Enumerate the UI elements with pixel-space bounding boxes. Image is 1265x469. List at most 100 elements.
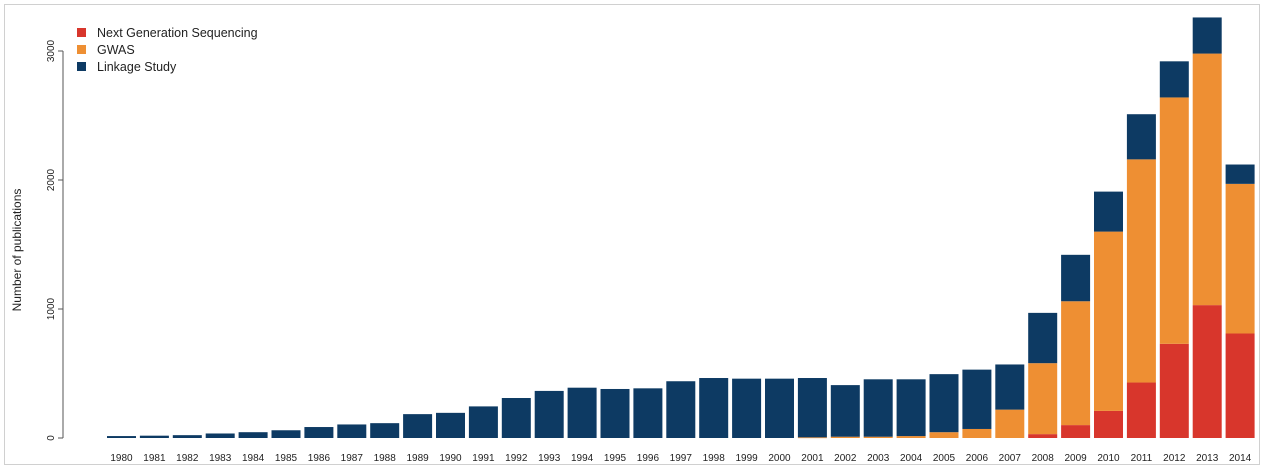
bar-segment	[238, 432, 268, 438]
x-tick-label: 1997	[670, 453, 693, 464]
y-tick-label: 2000	[46, 168, 57, 191]
bar-segment	[172, 435, 202, 438]
bar-segment	[1061, 254, 1091, 302]
bar-segment	[1061, 425, 1091, 438]
x-tick-label: 1992	[505, 453, 528, 464]
x-tick-label: 1991	[472, 453, 495, 464]
bar-segment	[797, 378, 827, 438]
bar-segment	[1094, 231, 1123, 411]
bar-segment	[501, 398, 531, 438]
bar-segment	[1192, 305, 1222, 438]
y-tick-label: 0	[46, 435, 57, 441]
bar-segment	[929, 374, 959, 433]
bar-segment	[666, 381, 696, 438]
bar-segment	[1225, 164, 1255, 184]
x-tick-label: 2000	[768, 453, 791, 464]
legend-label: Next Generation Sequencing	[97, 26, 258, 40]
x-tick-label: 2014	[1229, 453, 1252, 464]
x-tick-label: 1980	[110, 453, 133, 464]
bar-segment	[436, 412, 465, 438]
bar-segment	[468, 406, 498, 438]
bar-segment	[205, 433, 235, 438]
bar-segment	[896, 436, 926, 438]
legend: Next Generation Sequencing GWAS Linkage St…	[77, 26, 258, 74]
bar-segment	[797, 437, 827, 439]
x-tick-label: 2008	[1032, 453, 1055, 464]
x-tick-label: 1990	[439, 453, 462, 464]
bar-segment	[830, 436, 860, 438]
bar-segment	[567, 387, 597, 438]
legend-swatch	[77, 28, 86, 37]
x-tick-label: 2010	[1097, 453, 1120, 464]
x-tick-label: 2003	[867, 453, 890, 464]
bar-segment	[1094, 410, 1123, 438]
x-tick-label: 1995	[604, 453, 627, 464]
x-tick-label: 2012	[1163, 453, 1186, 464]
bar-segment	[962, 428, 992, 438]
bar-segment	[863, 436, 893, 438]
bar-segment	[732, 378, 762, 438]
bar-segment	[896, 379, 926, 437]
bar-segment	[1126, 159, 1156, 383]
bar-segment	[1028, 312, 1058, 364]
x-tick-label: 1998	[703, 453, 726, 464]
bar-segment	[995, 364, 1025, 410]
bar-segment	[403, 414, 433, 438]
x-tick-label: 2007	[999, 453, 1022, 464]
bar-segment	[699, 378, 729, 438]
x-tick-label: 1985	[275, 453, 298, 464]
legend-swatch	[77, 62, 86, 71]
bar-segment	[1028, 434, 1058, 438]
bar-segment	[1094, 191, 1123, 232]
bar-segment	[600, 388, 630, 438]
x-tick-label: 2002	[834, 453, 857, 464]
x-tick-label: 2009	[1064, 453, 1087, 464]
bar-segment	[830, 385, 860, 437]
x-axis-tick-labels: 1980 1981 1982 1983 1984 1985 1986 1987 1988 1989…	[110, 453, 1251, 464]
x-tick-label: 2011	[1131, 453, 1153, 464]
bar-segment	[995, 409, 1025, 438]
bar-segment	[1192, 17, 1222, 54]
x-tick-label: 1982	[176, 453, 199, 464]
bar-segment	[633, 388, 663, 438]
x-tick-label: 2005	[933, 453, 956, 464]
bar-segment	[271, 430, 301, 438]
x-tick-label: 1983	[209, 453, 232, 464]
x-tick-label: 2006	[966, 453, 989, 464]
bar-segment	[1159, 97, 1189, 344]
bars-group	[107, 17, 1255, 439]
bar-segment	[929, 432, 959, 438]
y-tick-label: 3000	[46, 39, 57, 62]
bar-segment	[1061, 301, 1091, 426]
x-tick-label: 1994	[571, 453, 594, 464]
bar-segment	[304, 427, 334, 438]
x-tick-label: 1984	[242, 453, 265, 464]
bar-segment	[534, 390, 564, 438]
x-tick-label: 1996	[637, 453, 660, 464]
bar-segment	[1225, 333, 1255, 438]
x-tick-label: 1993	[538, 453, 561, 464]
bar-segment	[863, 379, 893, 437]
x-tick-label: 1988	[374, 453, 397, 464]
bar-segment	[370, 423, 400, 438]
bar-segment	[1192, 53, 1222, 306]
x-tick-label: 1981	[143, 453, 166, 464]
bar-segment	[337, 424, 367, 438]
y-axis-label: Number of publications	[10, 189, 24, 312]
stacked-bar-chart: 0 1000 2000 3000 1980 1981 1982 1983 1984 1985 19…	[10, 17, 1255, 464]
bar-segment	[765, 378, 794, 438]
x-tick-label: 2001	[801, 453, 824, 464]
x-tick-label: 1989	[406, 453, 429, 464]
bar-segment	[1225, 183, 1255, 334]
bar-segment	[1028, 363, 1058, 435]
legend-label: GWAS	[97, 43, 135, 57]
x-tick-label: 2013	[1196, 453, 1219, 464]
x-tick-label: 1999	[735, 453, 758, 464]
bar-segment	[962, 369, 992, 429]
bar-segment	[139, 435, 169, 438]
bar-segment	[1126, 382, 1156, 438]
x-tick-label: 1987	[341, 453, 364, 464]
bar-segment	[1126, 114, 1156, 160]
y-tick-label: 1000	[46, 297, 57, 320]
bar-segment	[107, 436, 136, 438]
